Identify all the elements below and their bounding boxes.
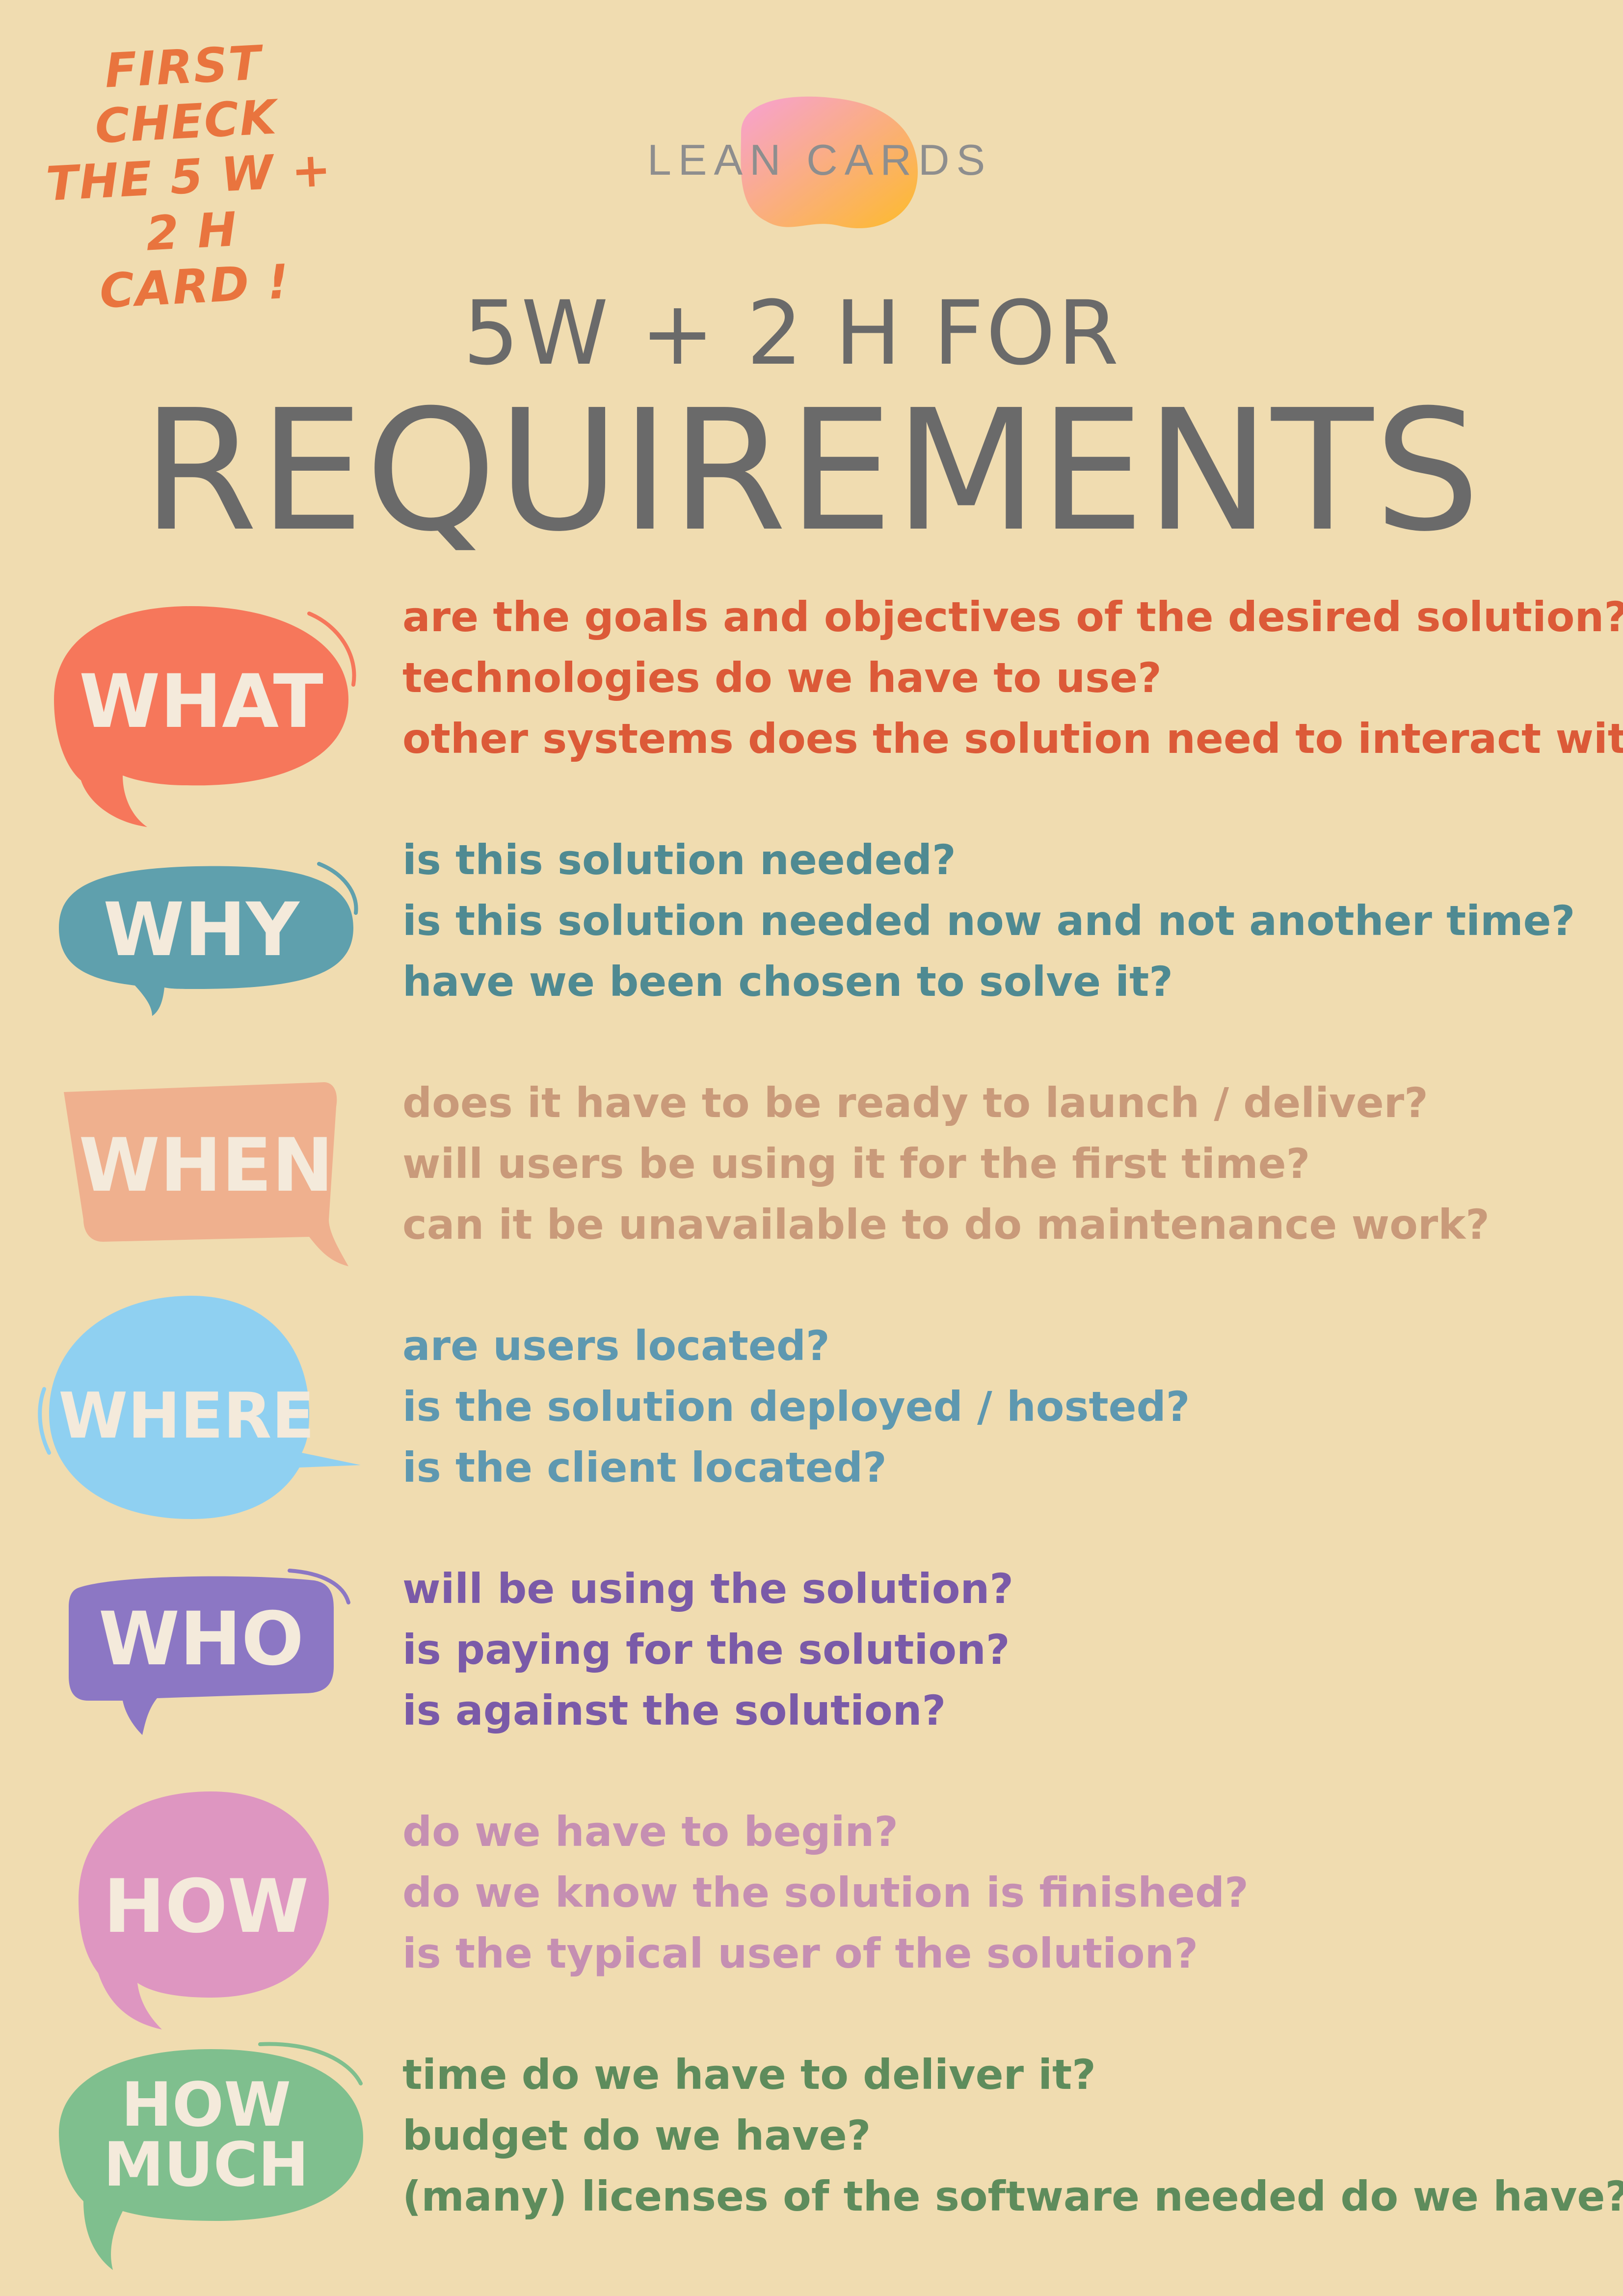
question-line: is this solution needed? bbox=[402, 836, 956, 884]
what-questions: are the goals and objectives of the desi… bbox=[402, 587, 1623, 769]
question-line: have we been chosen to solve it? bbox=[402, 958, 1173, 1006]
question-line: is the client located? bbox=[402, 1443, 887, 1492]
where-bubble: WHERE bbox=[34, 1296, 368, 1546]
when-speech-bubble-icon bbox=[64, 1082, 348, 1266]
why-label: WHY bbox=[103, 887, 299, 973]
question-line: time do we have to deliver it? bbox=[402, 2051, 1096, 2099]
section-why: WHY is this solution needed? is this sol… bbox=[0, 829, 1623, 1060]
lean-cards-logo: LEAN CARDS bbox=[633, 88, 1006, 236]
logo-blob-icon bbox=[741, 96, 918, 229]
question-line: does it have to be ready to launch / del… bbox=[402, 1079, 1428, 1127]
what-bubble: WHAT bbox=[34, 587, 368, 827]
question-line: are the goals and objectives of the desi… bbox=[402, 593, 1623, 641]
when-questions: does it have to be ready to launch / del… bbox=[402, 1072, 1610, 1255]
where-label: WHERE bbox=[58, 1379, 315, 1453]
question-line: do we have to begin? bbox=[402, 1808, 899, 1856]
who-label: WHO bbox=[98, 1597, 304, 1682]
question-line: is the typical user of the solution? bbox=[402, 1929, 1198, 1977]
logo-text: LEAN CARDS bbox=[647, 135, 992, 184]
question-line: can it be unavailable to do maintenance … bbox=[402, 1201, 1490, 1249]
where-speech-bubble-icon bbox=[38, 1296, 361, 1519]
section-how: HOW do we have to begin? do we know the … bbox=[0, 1791, 1623, 2032]
question-line: budget do we have? bbox=[402, 2111, 871, 2160]
page-title: REQUIREMENTS bbox=[142, 374, 1481, 568]
when-bubble: WHEN bbox=[34, 1072, 368, 1303]
how-bubble: HOW bbox=[34, 1791, 368, 2032]
why-speech-bubble-icon bbox=[59, 862, 358, 1016]
question-line: is paying for the solution? bbox=[402, 1626, 1010, 1674]
question-line: will be using the solution? bbox=[402, 1565, 1013, 1613]
section-when: WHEN does it have to be ready to launch … bbox=[0, 1072, 1623, 1303]
how-questions: do we have to begin? do we know the solu… bbox=[402, 1801, 1610, 1984]
section-how-much: HOW MUCH time do we have to deliver it? … bbox=[0, 2042, 1623, 2275]
how-label: HOW bbox=[103, 1864, 309, 1949]
question-line: (many) licenses of the software needed d… bbox=[402, 2172, 1623, 2220]
page-subtitle: 5W + 2 H FOR bbox=[463, 282, 1121, 385]
how-much-questions: time do we have to deliver it? budget do… bbox=[402, 2044, 1623, 2227]
question-line: do we know the solution is finished? bbox=[402, 1869, 1249, 1917]
question-line: will users be using it for the first tim… bbox=[402, 1140, 1310, 1188]
why-bubble: WHY bbox=[34, 829, 368, 1060]
question-line: are users located? bbox=[402, 1322, 830, 1370]
why-questions: is this solution needed? is this solutio… bbox=[402, 829, 1610, 1012]
what-label: WHAT bbox=[79, 659, 323, 745]
how-much-speech-bubble-icon bbox=[59, 2042, 363, 2270]
question-line: is against the solution? bbox=[402, 1686, 946, 1735]
question-line: other systems does the solution need to … bbox=[402, 715, 1623, 763]
when-label: WHEN bbox=[79, 1123, 334, 1208]
who-speech-bubble-icon bbox=[69, 1569, 350, 1735]
question-line: is this solution needed now and not anot… bbox=[402, 897, 1575, 945]
how-speech-bubble-icon bbox=[79, 1791, 329, 2029]
question-line: is the solution deployed / hosted? bbox=[402, 1383, 1190, 1431]
section-where: WHERE are users located? is the solution… bbox=[0, 1296, 1623, 1546]
how-much-bubble: HOW MUCH bbox=[34, 2042, 368, 2275]
first-check-note: FIRST CHECK THE 5 W + 2 H CARD ! bbox=[45, 35, 333, 319]
who-questions: will be using the solution? is paying fo… bbox=[402, 1558, 1610, 1741]
who-bubble: WHO bbox=[34, 1558, 368, 1789]
section-who: WHO will be using the solution? is payin… bbox=[0, 1558, 1623, 1789]
how-much-label: HOW MUCH bbox=[103, 2070, 309, 2200]
where-questions: are users located? is the solution deplo… bbox=[402, 1315, 1610, 1498]
question-line: technologies do we have to use? bbox=[402, 654, 1162, 702]
section-what: WHAT are the goals and objectives of the… bbox=[0, 587, 1623, 827]
what-speech-bubble-icon bbox=[54, 606, 356, 827]
